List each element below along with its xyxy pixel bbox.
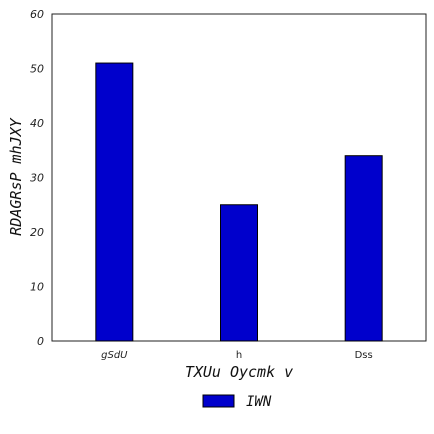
x-axis-label: TXUu Oycmk v bbox=[185, 363, 293, 381]
bars bbox=[95, 62, 383, 342]
y-tick-label: 10 bbox=[30, 281, 44, 294]
y-tick-label: 0 bbox=[37, 335, 44, 348]
legend-label: IWN bbox=[246, 394, 272, 410]
y-axis-label: RDAGRsP mhJXY bbox=[7, 117, 25, 235]
x-tick-label: gSdU bbox=[101, 350, 128, 361]
bar-h bbox=[220, 204, 258, 342]
y-tick-label: 40 bbox=[30, 117, 44, 130]
legend: IWN bbox=[202, 394, 272, 410]
legend-swatch bbox=[202, 394, 235, 408]
y-tick-label: 20 bbox=[30, 226, 44, 239]
y-tick-label: 60 bbox=[30, 8, 44, 21]
x-tick-label: Dss bbox=[355, 350, 373, 361]
y-tick-label: 50 bbox=[30, 63, 44, 76]
x-axis-ticks: gSdU h Dss bbox=[101, 350, 373, 361]
bar-gSdU bbox=[95, 62, 134, 342]
x-tick-label: h bbox=[236, 350, 242, 361]
y-tick-label: 30 bbox=[30, 172, 44, 185]
bar-Dss bbox=[344, 155, 383, 342]
y-axis-ticks: 0 10 20 30 40 50 60 bbox=[30, 8, 44, 348]
